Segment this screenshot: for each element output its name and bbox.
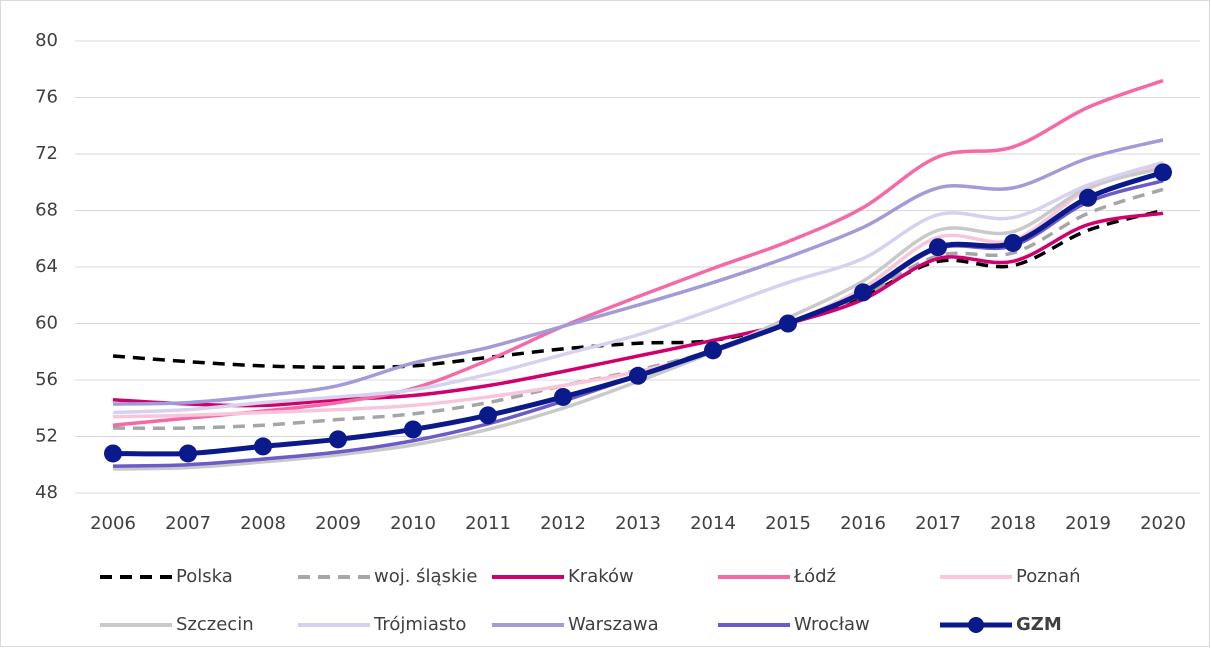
- y-tick-label: 76: [35, 87, 58, 108]
- series-line: [112, 160, 1164, 415]
- data-point: [1154, 163, 1172, 182]
- series-line: [112, 163, 1164, 419]
- x-tick-label: 2008: [240, 513, 286, 534]
- x-tick-label: 2006: [90, 513, 136, 534]
- data-point: [1079, 188, 1097, 207]
- x-tick-label: 2010: [390, 513, 436, 534]
- data-point: [104, 444, 122, 463]
- x-tick-label: 2011: [465, 513, 511, 534]
- data-point: [404, 420, 422, 439]
- legend-label: GZM: [1016, 614, 1062, 635]
- data-point: [254, 437, 272, 456]
- data-point: [179, 444, 197, 463]
- y-tick-label: 64: [35, 256, 58, 277]
- y-tick-label: 60: [35, 313, 58, 334]
- series-line: [112, 166, 1164, 471]
- legend-label: Wrocław: [794, 614, 870, 635]
- y-tick-label: 56: [35, 369, 58, 390]
- x-tick-label: 2016: [840, 513, 886, 534]
- data-point: [929, 238, 947, 257]
- data-point: [704, 341, 722, 360]
- series-line: [112, 211, 1164, 408]
- x-tick-label: 2014: [690, 513, 736, 534]
- data-point: [854, 283, 872, 302]
- legend-label: Polska: [176, 566, 233, 587]
- y-tick-label: 48: [35, 482, 58, 503]
- data-point: [1004, 233, 1022, 252]
- x-tick-label: 2020: [1140, 513, 1186, 534]
- x-tick-label: 2015: [765, 513, 811, 534]
- series-line: [112, 78, 1164, 427]
- data-point: [479, 406, 497, 425]
- legend-label: Szczecin: [176, 614, 254, 635]
- y-tick-label: 52: [35, 426, 58, 447]
- x-tick-label: 2012: [540, 513, 586, 534]
- x-tick-label: 2018: [990, 513, 1036, 534]
- data-point: [329, 430, 347, 449]
- series-line: [112, 138, 1164, 406]
- legend-label: Kraków: [568, 566, 634, 587]
- legend-label: Trójmiasto: [373, 614, 466, 635]
- x-tick-label: 2009: [315, 513, 361, 534]
- x-tick-label: 2013: [615, 513, 661, 534]
- legend-label: woj. śląskie: [374, 566, 477, 587]
- legend-label: Łódź: [793, 566, 836, 587]
- y-tick-label: 72: [35, 143, 58, 164]
- legend-label: Poznań: [1016, 566, 1081, 587]
- legend-label: Warszawa: [568, 614, 659, 635]
- x-tick-label: 2007: [165, 513, 211, 534]
- x-tick-label: 2017: [915, 513, 961, 534]
- y-tick-label: 80: [35, 30, 58, 51]
- series-line: [112, 208, 1164, 370]
- legend-marker: [968, 617, 984, 633]
- data-point: [629, 366, 647, 385]
- y-tick-label: 68: [35, 200, 58, 221]
- data-point: [554, 387, 572, 406]
- data-point: [779, 314, 797, 333]
- x-tick-label: 2019: [1065, 513, 1111, 534]
